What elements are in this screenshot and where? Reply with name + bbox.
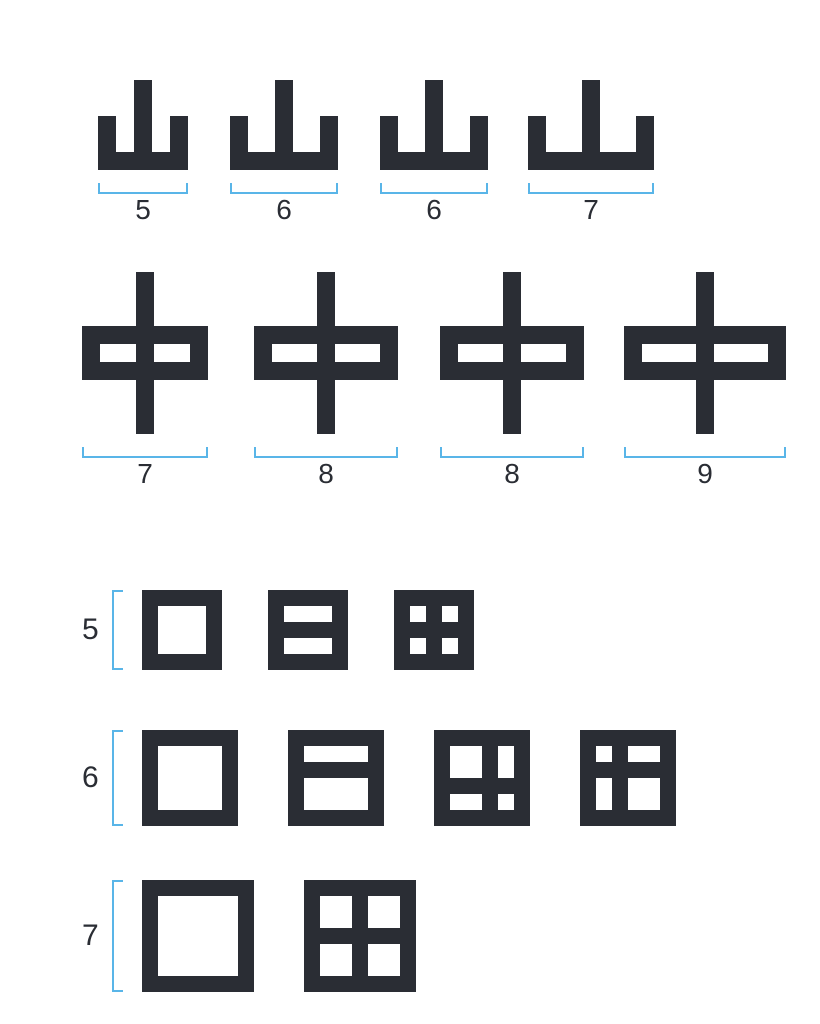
glyph-sq7 — [142, 880, 254, 992]
bracket-v-6 — [112, 730, 126, 826]
glyph-zhong-9 — [624, 272, 786, 434]
label-row1-0: 5 — [98, 194, 188, 226]
diagram-page: 5 6 6 7 7 8 8 9 5 6 7 — [0, 0, 820, 1024]
label-row1-1: 6 — [230, 194, 338, 226]
glyph-shan-7 — [528, 80, 654, 170]
label-row5: 7 — [82, 880, 99, 992]
glyph-zhong-8a — [254, 272, 398, 434]
label-row2-1: 8 — [254, 458, 398, 490]
glyph-quad5 — [394, 590, 474, 670]
glyph-quad7 — [304, 880, 416, 992]
label-row2-3: 9 — [624, 458, 786, 490]
glyph-quad6a — [434, 730, 530, 826]
label-row3: 5 — [82, 590, 99, 670]
glyph-sq6 — [142, 730, 238, 826]
glyph-hsplit5 — [268, 590, 348, 670]
bracket-v-7 — [112, 880, 126, 992]
label-row2-2: 8 — [440, 458, 584, 490]
glyph-shan-6b — [380, 80, 488, 170]
glyph-quad6b — [580, 730, 676, 826]
glyph-zhong-8b — [440, 272, 584, 434]
label-row1-3: 7 — [528, 194, 654, 226]
bracket-v-5 — [112, 590, 126, 670]
label-row2-0: 7 — [82, 458, 208, 490]
glyph-shan-5 — [98, 80, 188, 170]
glyph-hsplit6 — [288, 730, 384, 826]
glyph-zhong-7 — [82, 272, 208, 434]
label-row1-2: 6 — [380, 194, 488, 226]
label-row4: 6 — [82, 730, 99, 826]
glyph-sq5 — [142, 590, 222, 670]
glyph-shan-6a — [230, 80, 338, 170]
